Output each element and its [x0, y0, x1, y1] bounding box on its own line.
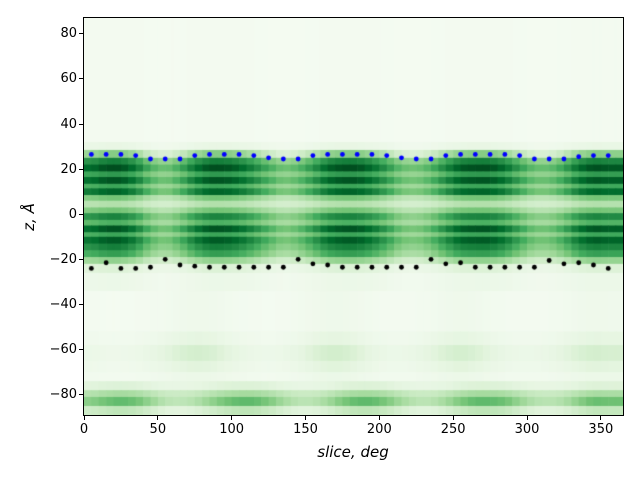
y-tick-mark — [79, 394, 83, 396]
y-axis-label: z, Å — [20, 203, 38, 231]
plot-area — [83, 17, 624, 416]
y-tick-mark — [79, 258, 83, 260]
y-tick-mark — [79, 349, 83, 351]
x-tick-mark — [83, 416, 85, 420]
y-tick-mark — [79, 123, 83, 125]
x-tick-label: 100 — [219, 422, 245, 437]
x-tick-label: 300 — [514, 422, 540, 437]
y-tick-label: −40 — [49, 296, 77, 312]
y-tick-mark — [79, 168, 83, 170]
x-tick-label: 350 — [588, 422, 614, 437]
y-tick-mark — [79, 213, 83, 215]
x-tick-mark — [452, 416, 454, 420]
y-tick-label: 40 — [60, 116, 77, 132]
y-tick-mark — [79, 33, 83, 35]
y-tick-label: −20 — [49, 251, 77, 267]
x-tick-mark — [526, 416, 528, 420]
x-tick-mark — [305, 416, 306, 420]
heatmap-canvas — [84, 18, 623, 415]
x-tick-label: 200 — [366, 422, 392, 437]
y-tick-label: −60 — [49, 342, 77, 358]
x-tick-label: 0 — [79, 422, 89, 437]
x-tick-mark — [157, 416, 159, 420]
y-tick-label: 0 — [68, 206, 77, 222]
y-tick-label: 60 — [60, 71, 77, 87]
y-tick-mark — [79, 78, 83, 80]
y-tick-label: 80 — [60, 26, 77, 42]
x-tick-mark — [378, 416, 380, 420]
x-tick-label: 150 — [293, 422, 318, 437]
x-tick-label: 250 — [440, 422, 466, 437]
y-tick-mark — [79, 303, 83, 305]
y-tick-label: 20 — [60, 161, 77, 177]
x-tick-label: 50 — [149, 422, 167, 437]
x-tick-mark — [600, 416, 602, 420]
x-axis-label: slice, deg — [317, 443, 389, 461]
x-tick-mark — [231, 416, 233, 420]
y-tick-label: −80 — [49, 387, 77, 403]
